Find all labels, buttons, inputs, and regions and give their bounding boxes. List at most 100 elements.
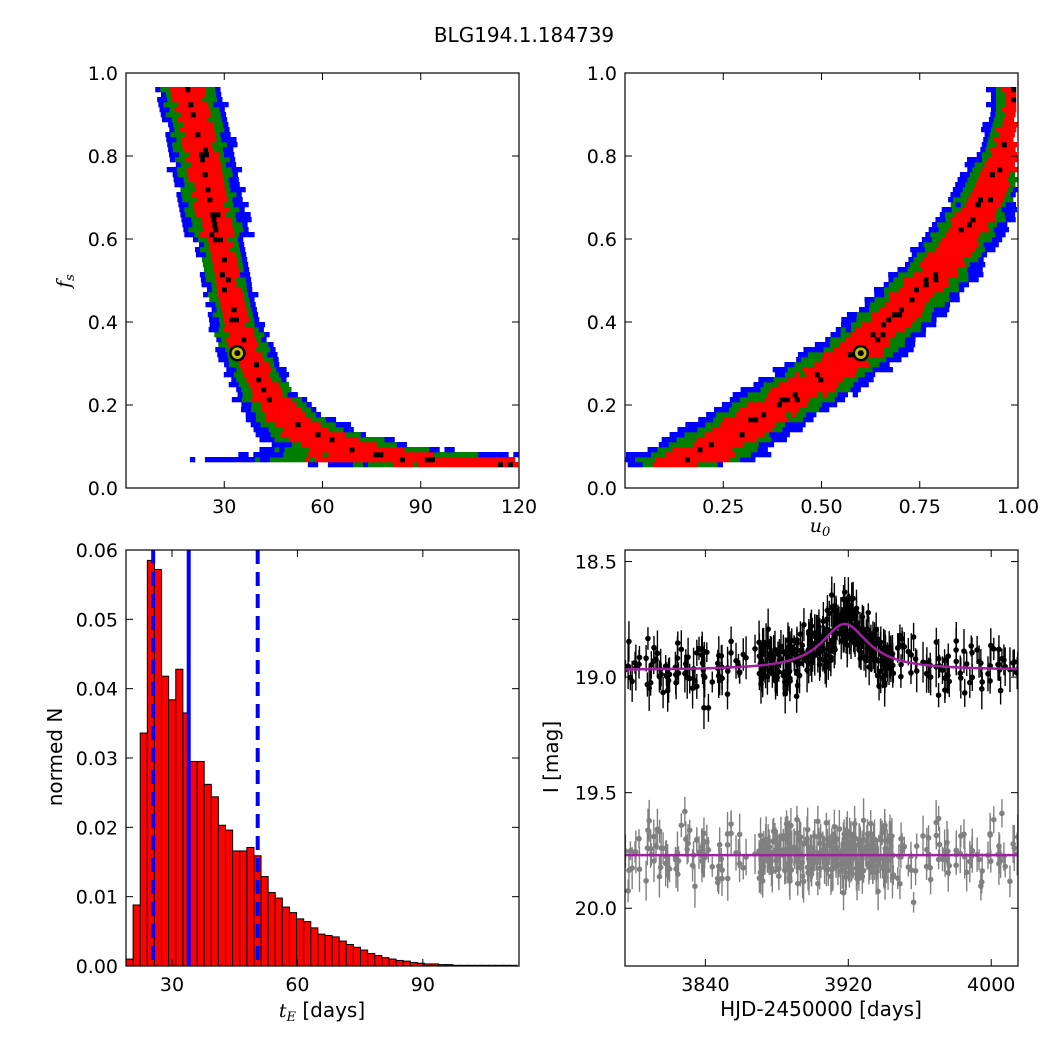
heatmap-cell-level1: [957, 177, 963, 183]
heatmap-cell-level1: [1005, 217, 1011, 223]
heatmap-cell-level2: [212, 142, 218, 148]
heatmap-cell-level2: [894, 342, 901, 348]
heatmap-cell-level3: [970, 232, 976, 238]
heatmap-cell-level3: [919, 297, 925, 303]
heatmap-cell-level3: [764, 397, 771, 403]
heatmap-cell-level1: [846, 317, 852, 323]
heatmap-cell-level1: [888, 272, 894, 278]
heatmap-cell-level2: [294, 447, 300, 453]
data-point-black: [701, 704, 707, 711]
heatmap-cell-level1: [758, 442, 765, 448]
heatmap-cell-level3: [209, 157, 216, 163]
heatmap-cell-level1: [931, 322, 937, 328]
heatmap-cell-level1: [869, 297, 875, 303]
heatmap-cell-level1: [215, 92, 222, 98]
heatmap-cell-level3: [918, 287, 925, 293]
heatmap-cell-level3: [363, 452, 369, 458]
heatmap-cell-level3: [336, 442, 343, 448]
data-point-gray: [757, 832, 764, 839]
heatmap-cell-level3: [1002, 157, 1008, 163]
heatmap-cell-level3: [222, 312, 229, 318]
heatmap-cell-level2: [306, 407, 312, 413]
heatmap-cell-level3: [945, 262, 951, 268]
heatmap-cell-level1: [337, 462, 344, 468]
heatmap-cell-level1: [166, 137, 172, 143]
heatmap-cell-level3: [976, 207, 983, 213]
heatmap-cell-level3: [911, 312, 918, 318]
heatmap-cell-level3: [229, 332, 235, 338]
heatmap-cell-level3: [842, 352, 849, 358]
heatmap-cell-peak: [1011, 97, 1017, 103]
heatmap-cell-level2: [219, 127, 225, 133]
heatmap-cell-level1: [935, 217, 941, 223]
heatmap-cell-level2: [801, 412, 807, 418]
heatmap-cell-peak: [818, 377, 824, 383]
heatmap-cell-level3: [901, 317, 907, 323]
mag-axis-label: I [mag]: [539, 721, 563, 793]
heatmap-cell-level1: [1000, 232, 1006, 238]
heatmap-cell-level3: [731, 437, 737, 443]
heatmap-cell-level3: [295, 432, 301, 438]
heatmap-cell-level3: [838, 347, 844, 353]
heatmap-cell-level3: [219, 232, 225, 238]
heatmap-cell-level2: [224, 157, 231, 163]
heatmap-cell-level2: [668, 442, 675, 448]
heatmap-cell-level3: [692, 462, 698, 468]
heatmap-cell-level1: [745, 387, 751, 393]
heatmap-cell-level1: [941, 207, 948, 213]
heatmap-cell-level3: [286, 407, 292, 413]
plot-frame: [125, 549, 520, 967]
heatmap-cell-level3: [672, 462, 678, 468]
heatmap-cell-level3: [509, 457, 516, 463]
heatmap-cell-level2: [883, 347, 889, 353]
heatmap-cell-level1: [240, 187, 246, 193]
heatmap-cell-level3: [223, 327, 229, 333]
heatmap-cell-level1: [740, 457, 746, 463]
heatmap-cell-level2: [962, 187, 969, 193]
heatmap-cell-level3: [234, 332, 240, 338]
heatmap-cell-level3: [828, 382, 834, 388]
heatmap-cell-level3: [261, 397, 268, 403]
heatmap-cell-level3: [746, 402, 753, 408]
heatmap-cell-level1: [239, 232, 245, 238]
heatmap-cell-level3: [304, 457, 311, 463]
heatmap-cell-peak: [195, 132, 201, 138]
heatmap-cell-level2: [359, 437, 365, 443]
heatmap-cell-level1: [878, 287, 885, 293]
heatmap-cell-level3: [920, 262, 926, 268]
heatmap-cell-level2: [862, 367, 868, 373]
heatmap-cell-level3: [208, 147, 214, 153]
heatmap-cell-level2: [773, 377, 779, 383]
heatmap-cell-level1: [972, 157, 978, 163]
heatmap-cell-level2: [1007, 187, 1014, 193]
heatmap-cell-level3: [213, 267, 220, 273]
heatmap-cell-level3: [996, 127, 1002, 133]
heatmap-cell-level2: [987, 222, 993, 228]
heatmap-cell-level3: [192, 172, 198, 178]
heatmap-cell-level3: [884, 342, 891, 348]
heatmap-cell-peak: [748, 417, 754, 423]
heatmap-cell-level3: [941, 252, 948, 258]
heatmap-cell-level2: [650, 457, 656, 463]
heatmap-cell-level2: [965, 262, 971, 268]
heatmap-cell-level1: [858, 377, 864, 383]
heatmap-cell-level3: [744, 407, 750, 413]
histogram-bar: [381, 957, 390, 967]
heatmap-cell-level3: [422, 462, 429, 468]
heatmap-cell-level2: [843, 377, 849, 383]
heatmap-cell-level1: [993, 242, 999, 248]
heatmap-cell-level1: [229, 157, 236, 163]
heatmap-cell-level1: [946, 207, 953, 213]
heatmap-cell-level1: [195, 252, 202, 258]
heatmap-cell-level3: [739, 407, 745, 413]
heatmap-cell-level2: [915, 327, 922, 333]
heatmap-cell-level3: [935, 247, 941, 253]
heatmap-cell-level2: [949, 212, 956, 218]
x-tick-label: 60: [285, 974, 309, 996]
heatmap-cell-level1: [217, 97, 223, 103]
heatmap-cell-level3: [767, 392, 773, 398]
heatmap-cell-level3: [388, 452, 394, 458]
heatmap-cell-level2: [215, 302, 221, 308]
heatmap-cell-level2: [355, 432, 361, 438]
heatmap-cell-level3: [984, 212, 991, 218]
